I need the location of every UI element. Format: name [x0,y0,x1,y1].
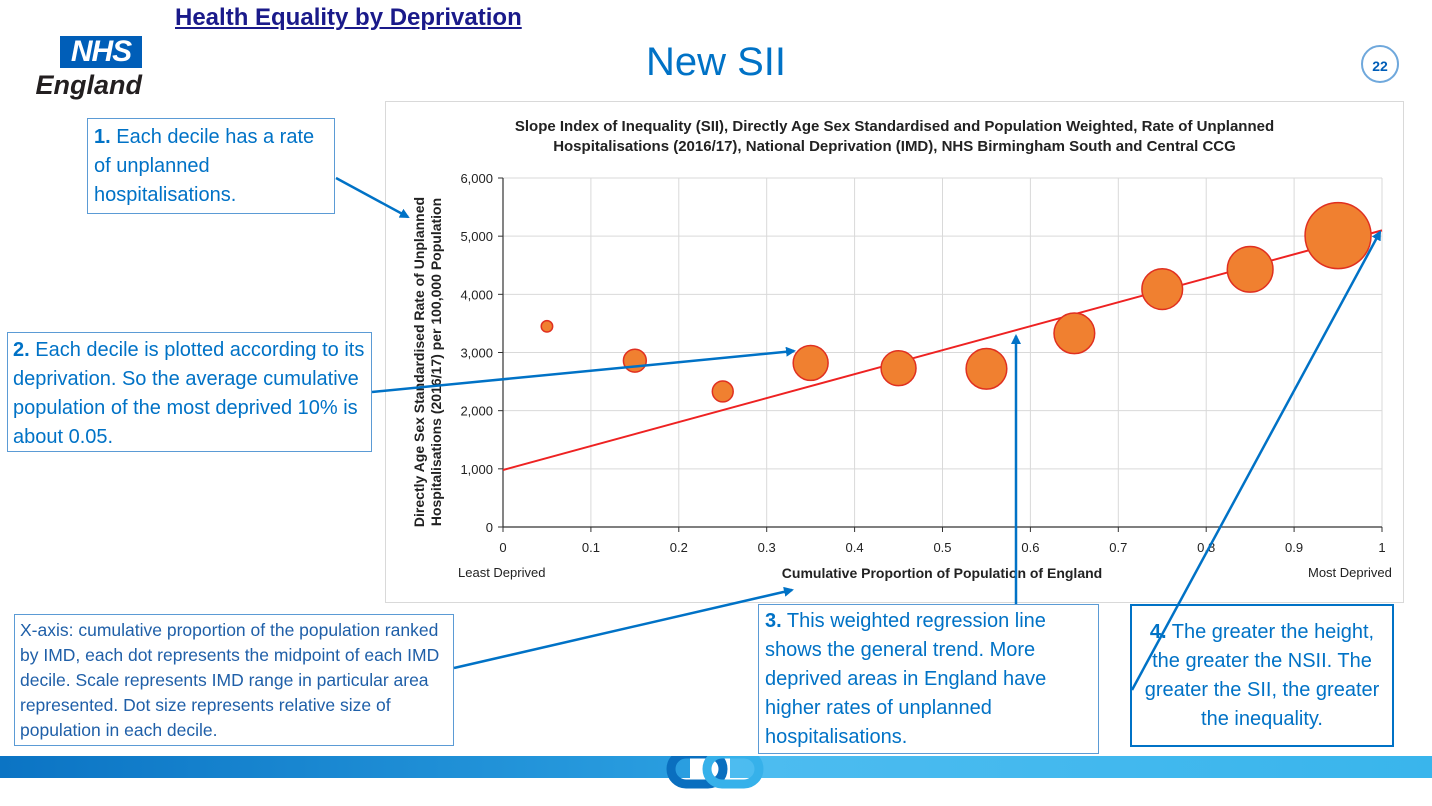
page-number: 22 [1361,45,1399,83]
data-point-7 [1053,312,1096,355]
arrow-1 [335,176,410,219]
chart-title: Slope Index of Inequality (SII), Directl… [385,117,1404,157]
callout-2-number: 2. [13,339,30,361]
callout-2: 2. Each decile is plotted according to i… [7,332,372,452]
arrow-2 [371,346,796,394]
y-axis-label: Directly Age Sex Standardised Rate of Un… [411,197,444,527]
data-point-4 [792,344,829,382]
x-tick-label: 0.1 [582,540,600,555]
chain-link-icon [666,756,764,789]
data-point-8 [1141,268,1184,311]
chart-gridlines [503,177,1383,527]
x-tick-label: 0.2 [670,540,688,555]
footer-banner [0,756,1432,789]
callout-4-number: 4. [1149,621,1167,643]
x-tick-label: 0.6 [1021,540,1039,555]
x-tick-label: 0.5 [933,540,951,555]
y-tick-label: 2,000 [460,404,493,419]
data-point-10 [1304,201,1372,270]
chart-title-line1: Slope Index of Inequality (SII), Directl… [514,118,1275,135]
callout-3-text: This weighted regression line shows the … [765,610,1047,748]
x-tick-label: 0.4 [846,540,864,555]
callout-4-text: The greater the height, the greater the … [1144,621,1380,730]
nhs-logo-england: England [35,70,143,100]
slide-title: New SII [645,40,787,84]
data-point-5 [880,349,917,387]
nhs-england-logo: NHS England [36,36,142,100]
callout-3-number: 3. [765,610,782,632]
x-tick-label: 0.7 [1109,540,1127,555]
y-axis-label-line2: Hospitalisations (2016/17) per 100,000 P… [428,198,444,526]
header-link[interactable]: Health Equality by Deprivation [175,4,522,31]
x-tick-label: 0 [499,540,506,555]
chart-points [540,201,1372,403]
data-point-9 [1226,245,1274,293]
x-tick-label: 0.9 [1285,540,1303,555]
y-tick-label: 1,000 [460,462,493,477]
y-tick-label: 6,000 [460,171,493,186]
x-tick-label: 0.3 [758,540,776,555]
arrow-x-axis [453,586,794,670]
nhs-logo-box: NHS [60,36,142,68]
chart-axes [498,177,1383,532]
most-deprived-label: Most Deprived [1308,565,1392,580]
y-tick-label: 3,000 [460,346,493,361]
chart-title-line2: Hospitalisations (2016/17), National Dep… [553,138,1236,155]
callout-4: 4. The greater the height, the greater t… [1130,604,1394,747]
x-axis-label: Cumulative Proportion of Population of E… [782,565,1102,581]
y-axis-label-line1: Directly Age Sex Standardised Rate of Un… [411,197,427,527]
data-point-3 [711,380,734,403]
callout-2-text: Each decile is plotted according to its … [13,339,365,448]
least-deprived-label: Least Deprived [458,565,546,580]
callout-1: 1. Each decile has a rate of unplanned h… [87,118,335,214]
arrow-4 [1130,230,1382,691]
callout-3: 3. This weighted regression line shows t… [758,604,1099,754]
y-tick-label: 5,000 [460,229,493,244]
data-point-6 [965,347,1008,390]
data-point-1 [540,319,554,333]
y-tick-label: 0 [486,520,493,535]
callout-x-axis: X-axis: cumulative proportion of the pop… [14,614,454,746]
callout-1-number: 1. [94,126,111,148]
x-tick-label: 1 [1378,540,1385,555]
y-tick-label: 4,000 [460,287,493,302]
callout-1-text: Each decile has a rate of unplanned hosp… [94,126,315,206]
